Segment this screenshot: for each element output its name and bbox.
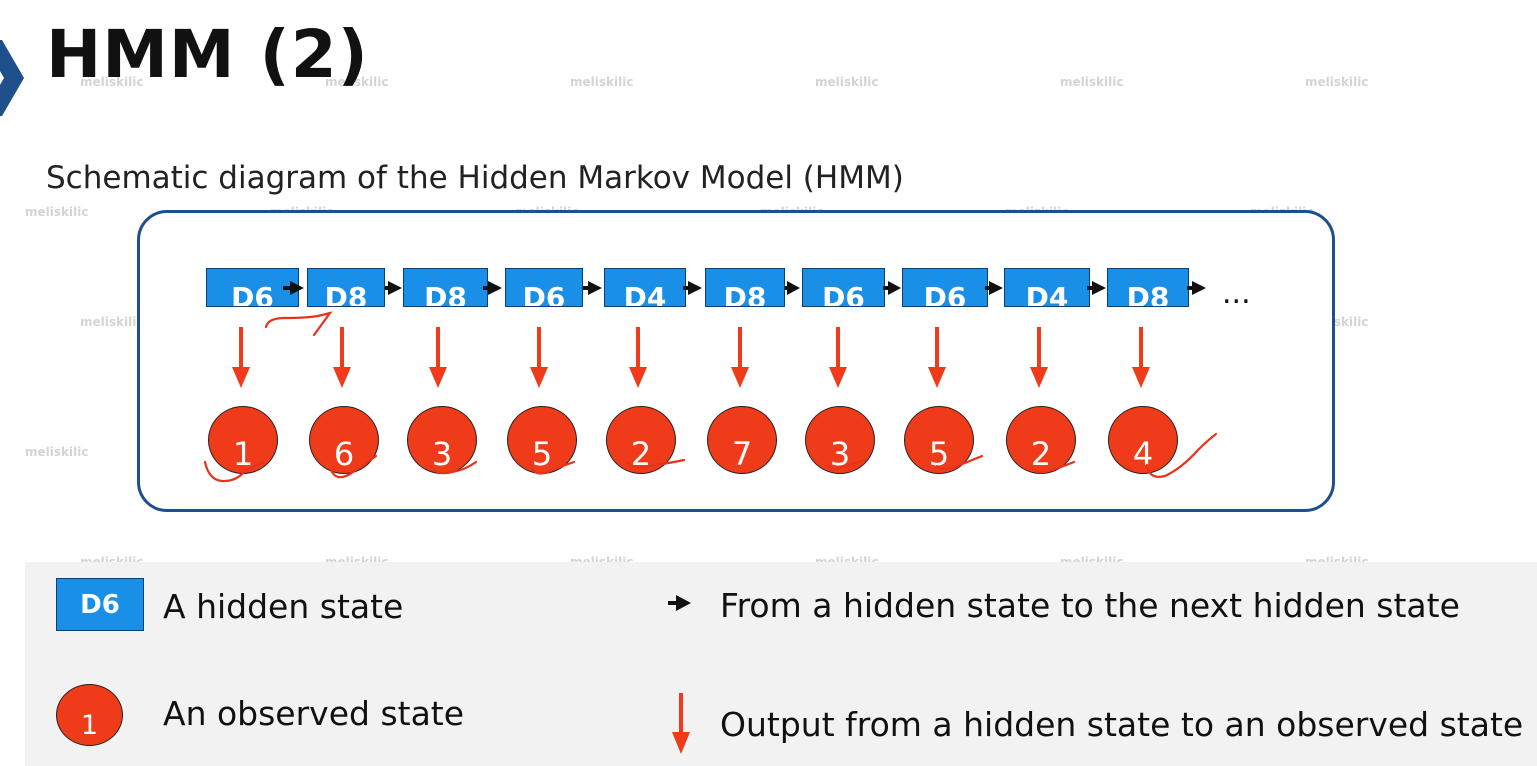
hidden-state: D4 xyxy=(604,268,686,307)
observed-state: 2 xyxy=(606,406,676,474)
hidden-state: D8 xyxy=(403,268,488,307)
title-chevron-icon xyxy=(0,40,24,116)
hidden-state: D8 xyxy=(307,268,385,307)
observed-state: 2 xyxy=(1006,406,1076,474)
legend-transition-label: From a hidden state to the next hidden s… xyxy=(720,586,1460,625)
hidden-state: D8 xyxy=(1107,268,1189,307)
observed-state: 1 xyxy=(208,406,278,474)
observed-state: 7 xyxy=(707,406,777,474)
diagram-caption: Schematic diagram of the Hidden Markov M… xyxy=(46,160,904,196)
legend-panel xyxy=(25,562,1537,766)
watermark-text: meliskilic xyxy=(80,315,144,329)
hidden-state: D6 xyxy=(505,268,583,307)
page-title: HMM (2) xyxy=(46,16,369,93)
watermark-text: meliskilic xyxy=(1305,75,1369,89)
hidden-state: D4 xyxy=(1004,268,1090,307)
watermark-text: meliskilic xyxy=(25,445,89,459)
hidden-state: D6 xyxy=(206,268,299,307)
observed-state: 5 xyxy=(904,406,974,474)
legend-hidden-state-label: A hidden state xyxy=(163,587,404,626)
hidden-state: D8 xyxy=(705,268,785,307)
legend-emission-label: Output from a hidden state to an observe… xyxy=(720,705,1524,744)
observed-state: 3 xyxy=(805,406,875,474)
watermark-text: meliskilic xyxy=(570,75,634,89)
legend-hidden-state-swatch: D6 xyxy=(56,578,144,631)
observed-state: 5 xyxy=(507,406,577,474)
hidden-state: D6 xyxy=(802,268,885,307)
observed-state: 4 xyxy=(1108,406,1178,474)
watermark-text: meliskilic xyxy=(1060,75,1124,89)
sequence-continuation: ... xyxy=(1222,276,1251,311)
legend-observed-state-label: An observed state xyxy=(163,694,465,733)
observed-state: 3 xyxy=(407,406,477,474)
observed-state: 6 xyxy=(309,406,379,474)
hidden-state: D6 xyxy=(902,268,988,307)
legend-observed-state-swatch: 1 xyxy=(56,684,123,746)
watermark-text: meliskilic xyxy=(25,205,89,219)
watermark-text: meliskilic xyxy=(815,75,879,89)
